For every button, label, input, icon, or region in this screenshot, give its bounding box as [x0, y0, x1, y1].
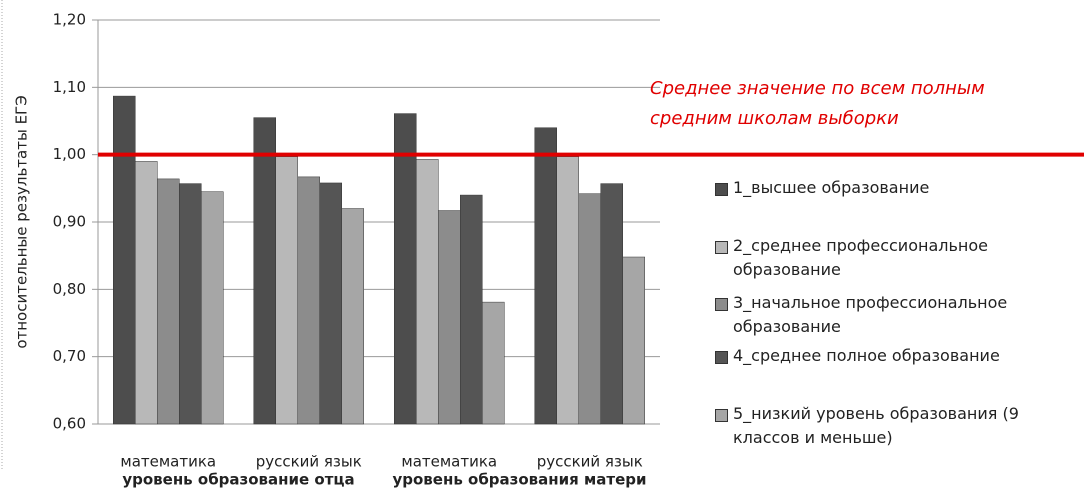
y-tick-label: 1,00 [53, 145, 86, 163]
bar [600, 183, 623, 425]
bar [438, 210, 461, 425]
legend-item: 2_среднее профессиональное образование [715, 234, 1063, 282]
bar [113, 95, 136, 425]
y-tick-label: 0,60 [53, 415, 86, 433]
reference-annotation: Среднее значение по всем полным средним … [650, 78, 985, 129]
bar [319, 182, 342, 425]
legend-swatch [715, 351, 728, 364]
bar [341, 208, 364, 425]
y-tick-label: 0,90 [53, 213, 86, 231]
legend-swatch [715, 183, 728, 196]
legend-label: 1_высшее образование [733, 178, 930, 197]
x-tick-label: русский язык [256, 453, 362, 471]
bar [482, 301, 505, 425]
legend-item: 4_среднее полное образование [715, 344, 1063, 368]
x-tick-label: математика [120, 453, 216, 471]
legend-item: 1_высшее образование [715, 176, 1063, 200]
bar [135, 161, 158, 425]
bar [275, 156, 298, 425]
legend-label: 3_начальное профессиональное образование [733, 293, 1008, 336]
legend-swatch [715, 241, 728, 254]
y-tick-label: 0,70 [53, 347, 86, 365]
group-label: уровень образования матери [392, 471, 646, 489]
bar [460, 194, 483, 425]
legend-swatch [715, 298, 728, 311]
legend-label: 4_среднее полное образование [733, 346, 1000, 365]
legend-item: 5_низкий уровень образования (9 классов … [715, 402, 1063, 450]
y-axis-label: относительные результаты ЕГЭ [13, 95, 31, 348]
bar [394, 113, 417, 425]
bar [253, 117, 276, 425]
bar [534, 127, 557, 425]
x-tick-label: русский язык [537, 453, 643, 471]
bar [556, 156, 579, 425]
bar [179, 183, 202, 425]
bar [622, 256, 645, 425]
bar [297, 176, 320, 425]
legend-label: 2_среднее профессиональное образование [733, 236, 988, 279]
y-tick-label: 1,10 [53, 78, 86, 96]
y-tick-label: 1,20 [53, 11, 86, 29]
x-tick-label: математика [401, 453, 497, 471]
bar [157, 178, 180, 425]
legend-label: 5_низкий уровень образования (9 классов … [733, 404, 1019, 447]
bar [578, 193, 601, 425]
bar [201, 191, 224, 425]
legend-item: 3_начальное профессиональное образование [715, 291, 1063, 339]
legend-swatch [715, 409, 728, 422]
group-label: уровень образование отца [122, 471, 354, 489]
y-tick-label: 0,80 [53, 280, 86, 298]
bar [416, 159, 439, 425]
